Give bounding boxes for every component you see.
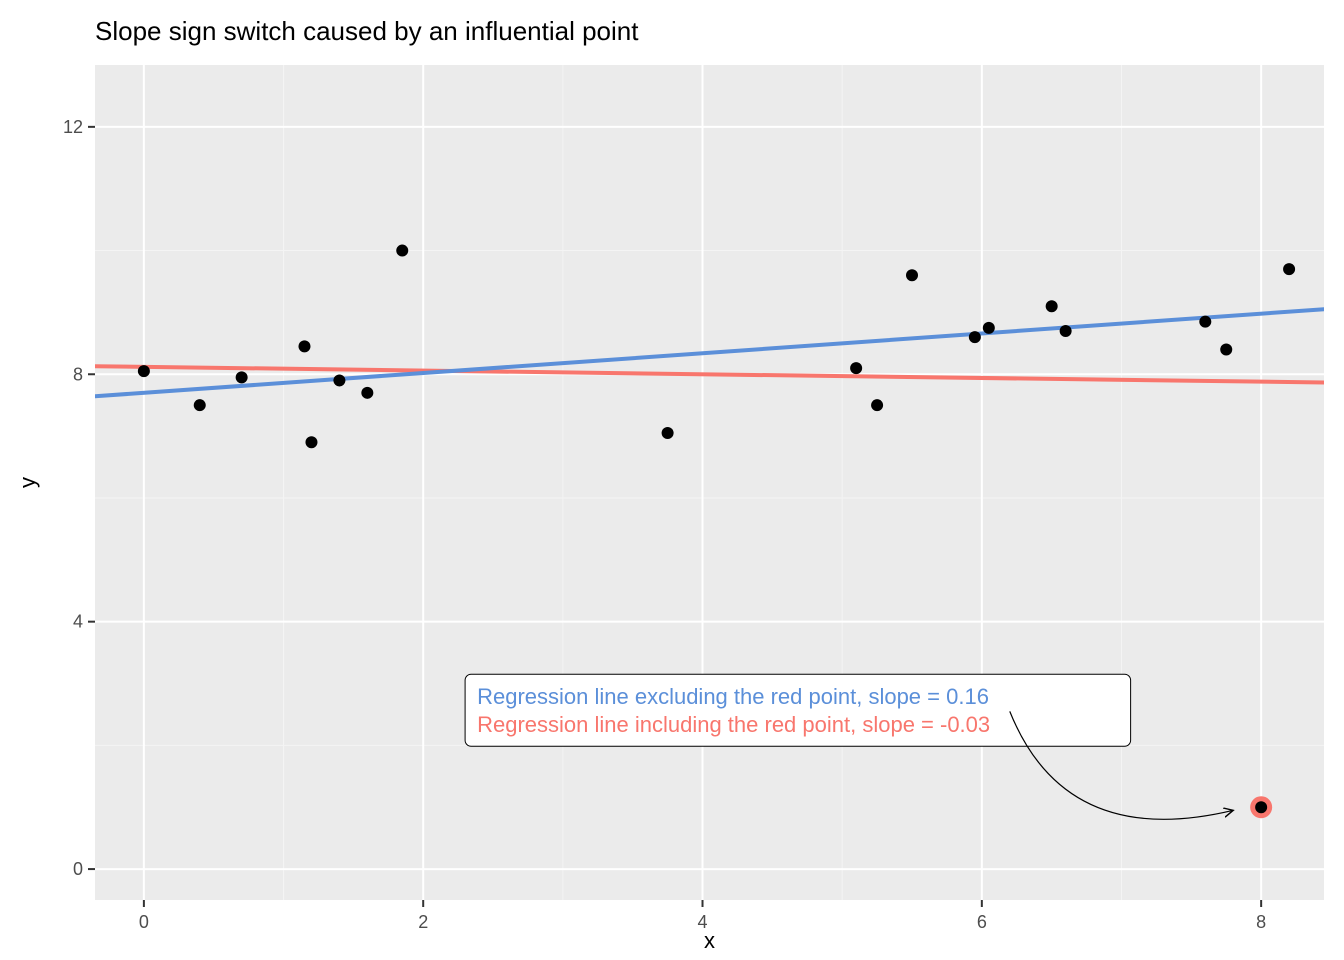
x-tick-label: 0	[139, 912, 149, 932]
y-axis-title: y	[15, 477, 40, 488]
x-tick-label: 2	[418, 912, 428, 932]
data-point	[396, 245, 408, 257]
data-point	[305, 436, 317, 448]
legend-line-including: Regression line including the red point,…	[477, 712, 990, 737]
data-point	[361, 387, 373, 399]
data-point	[194, 399, 206, 411]
x-tick-label: 8	[1256, 912, 1266, 932]
x-axis-title: x	[704, 928, 715, 953]
y-tick-label: 8	[73, 364, 83, 384]
data-point	[138, 365, 150, 377]
chart-title: Slope sign switch caused by an influenti…	[95, 16, 639, 46]
data-point	[1220, 344, 1232, 356]
data-point	[1046, 300, 1058, 312]
data-point	[1060, 325, 1072, 337]
y-tick-label: 0	[73, 859, 83, 879]
plot-panel	[95, 65, 1324, 900]
influential-point	[1250, 796, 1272, 818]
data-point	[1283, 263, 1295, 275]
data-point	[662, 427, 674, 439]
chart-svg: Slope sign switch caused by an influenti…	[0, 0, 1344, 960]
y-tick-label: 4	[73, 612, 83, 632]
data-point	[850, 362, 862, 374]
legend-box: Regression line excluding the red point,…	[465, 674, 1131, 746]
data-point	[906, 269, 918, 281]
legend-line-excluding: Regression line excluding the red point,…	[477, 684, 989, 709]
data-point	[871, 399, 883, 411]
y-tick-label: 12	[63, 117, 83, 137]
data-point	[983, 322, 995, 334]
data-point	[969, 331, 981, 343]
data-point	[1199, 316, 1211, 328]
x-tick-label: 6	[977, 912, 987, 932]
chart-container: Slope sign switch caused by an influenti…	[0, 0, 1344, 960]
data-point	[236, 371, 248, 383]
data-point	[333, 374, 345, 386]
data-point	[298, 340, 310, 352]
